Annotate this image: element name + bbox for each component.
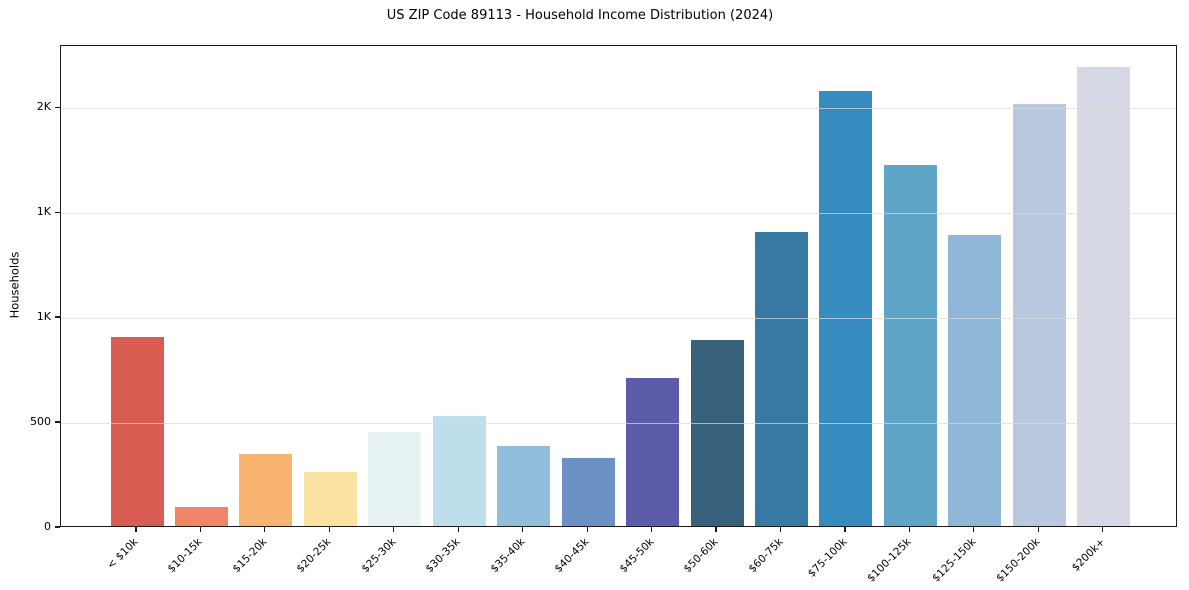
bar--20-25k (303, 472, 357, 526)
bar--200k+ (1077, 67, 1131, 526)
bar--40-45k (561, 457, 615, 526)
gridline-500 (61, 423, 1176, 425)
x-tick-label: < $10k (104, 536, 141, 572)
bar--10-15k (174, 507, 228, 526)
y-tick-mark (55, 106, 60, 108)
x-tick-mark (199, 527, 202, 532)
x-tick-mark (973, 527, 975, 532)
y-tick-label: 1K (36, 205, 51, 219)
bar--150-200k (1012, 104, 1066, 526)
bar--50-60k (690, 340, 744, 526)
chart-title: US ZIP Code 89113 - Household Income Dis… (386, 8, 774, 23)
x-tick-mark (393, 527, 395, 532)
x-tick-mark (135, 527, 137, 532)
x-tick-mark (715, 527, 717, 532)
x-tick-mark (1102, 527, 1104, 532)
bar--10k (110, 337, 164, 526)
y-tick-label: 1K (36, 310, 51, 324)
x-tick-mark (844, 527, 846, 532)
x-tick-mark (586, 527, 588, 532)
x-tick-mark (1037, 527, 1039, 532)
y-tick-label: 0 (44, 520, 51, 533)
y-tick-mark (55, 526, 60, 528)
bar--60-75k (755, 232, 808, 526)
gridline-1500 (61, 213, 1176, 215)
bar--100-125k (883, 164, 937, 526)
bar--25-30k (368, 431, 422, 526)
bar--125-150k (948, 235, 1002, 526)
y-tick-label: 500 (30, 415, 51, 429)
bar--45-50k (626, 378, 680, 526)
gridline-2000 (61, 108, 1176, 110)
bar--75-100k (819, 91, 873, 526)
y-tick-mark (55, 316, 60, 318)
bar--30-35k (432, 415, 486, 526)
y-tick-mark (55, 211, 60, 213)
x-tick-mark (779, 527, 782, 532)
gridline-1000 (61, 318, 1176, 320)
x-tick-mark (651, 527, 653, 532)
x-tick-mark (264, 527, 266, 532)
y-tick-label: 2K (36, 100, 51, 114)
y-axis-label: Households (2, 145, 26, 425)
x-tick-mark (522, 527, 524, 532)
plot-area (60, 45, 1177, 527)
y-axis-label-text: Households (7, 251, 22, 319)
bar--35-40k (497, 446, 551, 526)
x-tick-mark (457, 527, 459, 532)
x-tick-mark (328, 527, 330, 532)
bar--15-20k (239, 453, 293, 526)
y-tick-mark (55, 421, 60, 423)
x-tick-mark (908, 527, 910, 532)
